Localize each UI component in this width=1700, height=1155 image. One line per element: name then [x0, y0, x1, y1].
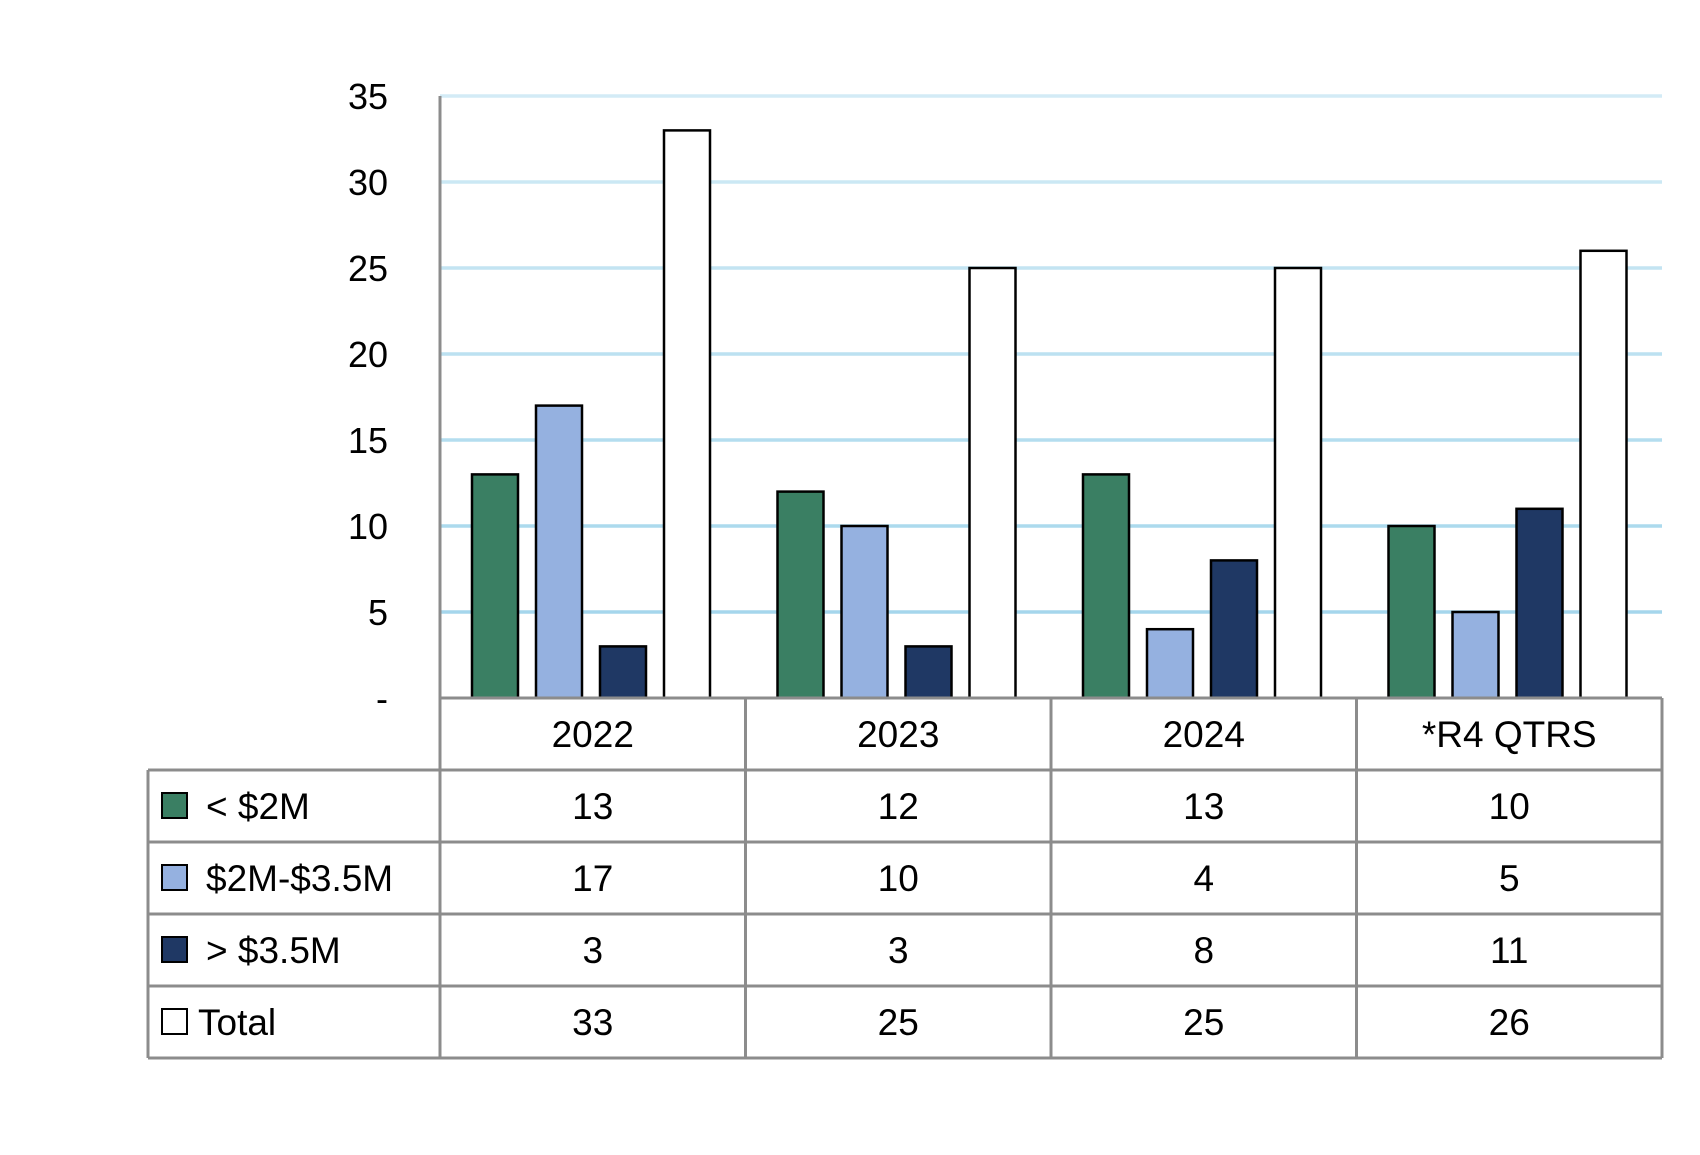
- bar: [598, 645, 648, 700]
- bar: [1451, 610, 1500, 700]
- data-label: 8: [1193, 930, 1214, 971]
- y-tick-label: 10: [348, 506, 388, 547]
- data-label: 25: [1183, 1002, 1224, 1043]
- x-category-label: 2024: [1163, 714, 1245, 755]
- y-tick-label: 25: [348, 248, 388, 289]
- bar: [904, 645, 953, 700]
- x-category-label: *R4 QTRS: [1422, 714, 1597, 755]
- y-tick-label: 20: [348, 334, 388, 375]
- legend-swatch: [161, 936, 188, 963]
- data-label: 13: [1183, 786, 1224, 827]
- bars: [470, 129, 1628, 700]
- bar: [1209, 559, 1259, 700]
- legend-swatch: [161, 864, 188, 891]
- legend-swatch: [161, 792, 188, 819]
- bar: [1515, 507, 1564, 700]
- data-label: 3: [888, 930, 909, 971]
- legend-label: $2M-$3.5M: [206, 858, 393, 899]
- bar: [840, 524, 889, 700]
- y-tick-label: 5: [368, 592, 388, 633]
- data-table: 2022 2023 2024 *R4 QTRS < $2M 13 12 13 10 $2M-$3.…: [146, 696, 1664, 1060]
- data-label: 26: [1489, 1002, 1530, 1043]
- data-label: 10: [1489, 786, 1530, 827]
- x-category-label: 2022: [552, 714, 634, 755]
- y-tick-label: 30: [348, 162, 388, 203]
- bar: [662, 129, 712, 700]
- bar: [1579, 249, 1628, 700]
- bar: [776, 490, 825, 700]
- y-tick-label: -: [376, 678, 388, 719]
- data-label: 25: [878, 1002, 919, 1043]
- x-category-label: 2023: [857, 714, 939, 755]
- bar: [1081, 473, 1131, 700]
- data-label: 3: [582, 930, 603, 971]
- data-label: 10: [878, 858, 919, 899]
- data-label: 13: [572, 786, 613, 827]
- legend-label: Total: [198, 1002, 276, 1043]
- bar: [1145, 627, 1195, 700]
- bar: [1273, 266, 1323, 700]
- gridlines: [440, 94, 1662, 614]
- bar: [968, 266, 1017, 700]
- bar: [534, 404, 584, 700]
- legend-label: < $2M: [206, 786, 310, 827]
- data-label: 12: [878, 786, 919, 827]
- bar: [470, 473, 520, 700]
- data-label: 17: [572, 858, 613, 899]
- data-label: 11: [1490, 930, 1528, 971]
- data-label: 4: [1193, 858, 1214, 899]
- y-axis-tick-labels: - 5 10 15 20 25 30 35: [348, 76, 388, 719]
- legend-swatch: [161, 1008, 188, 1035]
- data-label: 33: [572, 1002, 613, 1043]
- data-label: 5: [1499, 858, 1520, 899]
- legend-label: > $3.5M: [206, 930, 341, 971]
- y-tick-label: 35: [348, 76, 388, 117]
- y-tick-label: 15: [348, 420, 388, 461]
- bar: [1387, 524, 1436, 700]
